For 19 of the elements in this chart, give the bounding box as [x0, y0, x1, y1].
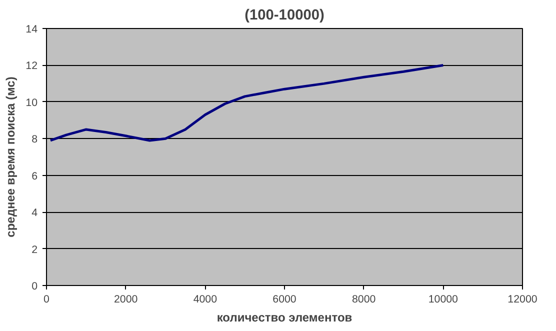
y-axis-title: среднее время поиска (мс) — [4, 76, 18, 238]
y-tick-label: 12 — [26, 60, 38, 72]
y-tick-label: 4 — [32, 207, 38, 220]
x-tick-label: 4000 — [193, 294, 218, 306]
x-tick-label: 2000 — [114, 294, 138, 306]
y-tick-label: 6 — [32, 170, 38, 182]
x-axis-title: количество элементов — [216, 310, 352, 324]
x-tick-label: 12000 — [508, 294, 538, 306]
y-tick-label: 10 — [26, 96, 38, 109]
y-tick-label: 0 — [32, 280, 38, 292]
line-series — [49, 64, 444, 142]
y-tick-label: 8 — [32, 134, 38, 146]
x-tick-label: 0 — [44, 294, 50, 306]
chart-title: (100-10000) — [244, 8, 325, 24]
y-tick-label: 14 — [26, 24, 38, 36]
x-tick-label: 8000 — [352, 294, 376, 306]
x-tick-label: 10000 — [428, 294, 458, 306]
y-tick-label: 2 — [32, 244, 38, 256]
x-tick-label: 6000 — [272, 294, 296, 306]
